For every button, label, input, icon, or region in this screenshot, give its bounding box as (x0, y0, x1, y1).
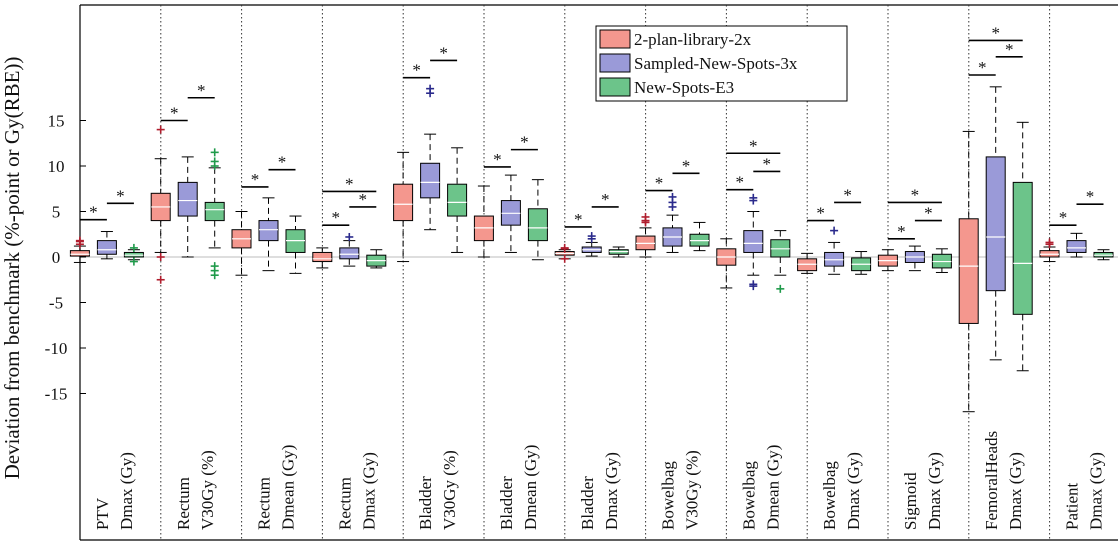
box-iqr (447, 183, 468, 217)
significance-marker: * (332, 208, 341, 227)
box-iqr (312, 251, 333, 263)
significance-marker: * (991, 23, 1000, 42)
y-tick-label: 0 (52, 248, 61, 267)
y-tick-label: 5 (52, 203, 61, 222)
category-label-line1: Patient (1063, 483, 1082, 530)
significance-marker: * (1086, 187, 1095, 206)
significance-marker: * (412, 61, 421, 80)
box-iqr (1066, 240, 1087, 253)
category-label-line1: Bladder (416, 476, 435, 530)
box-iqr (985, 156, 1006, 292)
y-tick-label: -15 (45, 385, 68, 404)
significance-marker: * (116, 186, 125, 205)
category-label-line2: V30Gy (%) (198, 450, 217, 530)
y-axis-label: Deviation from benchmark (%-point or Gy(… (0, 57, 24, 480)
category-label-line1: PTV (93, 497, 112, 530)
significance-marker: * (170, 104, 179, 123)
y-tick-label: 10 (48, 157, 65, 176)
box-iqr (339, 247, 360, 260)
y-tick-label: -10 (45, 339, 68, 358)
category-label-line1: Rectum (255, 477, 274, 530)
category-label-line1: Bladder (578, 476, 597, 530)
significance-marker: * (251, 170, 260, 189)
legend-label: 2-plan-library-2x (634, 30, 752, 49)
significance-marker: * (601, 190, 610, 209)
category-label-line1: Bowelbag (659, 461, 678, 530)
significance-marker: * (978, 58, 987, 77)
category-label-line2: Dmax (Gy) (925, 452, 944, 530)
category-label-line1: FemoralHeads (982, 431, 1001, 530)
box-iqr (96, 240, 117, 255)
significance-marker: * (816, 204, 825, 223)
category-label-line2: Dmax (Gy) (1087, 452, 1106, 530)
box-iqr (527, 208, 548, 242)
significance-marker: * (763, 154, 772, 173)
box-iqr (743, 230, 764, 253)
legend-swatch (599, 53, 631, 73)
category-label-line1: Bowelbag (739, 461, 758, 530)
category-label-line1: Rectum (335, 477, 354, 530)
significance-marker: * (359, 190, 368, 209)
significance-marker: * (1005, 40, 1014, 59)
significance-marker: * (749, 136, 758, 155)
box-iqr (69, 250, 90, 257)
significance-marker: * (843, 185, 852, 204)
legend-swatch (599, 77, 631, 97)
category-label-line1: Sigmoid (901, 472, 920, 530)
category-label-line2: Dmean (Gy) (763, 445, 782, 530)
category-label-line2: Dmean (Gy) (279, 445, 298, 530)
category-label-line1: Rectum (174, 477, 193, 530)
significance-marker: * (911, 185, 920, 204)
category-label-line2: Dmax (Gy) (117, 452, 136, 530)
significance-marker: * (197, 81, 206, 100)
legend-box (595, 25, 848, 102)
category-label-line2: V30Gy (%) (683, 450, 702, 530)
y-tick-label: -5 (49, 294, 63, 313)
category-label-line1: Bowelbag (820, 461, 839, 530)
legend-label: New-Spots-E3 (634, 78, 734, 97)
box-iqr (258, 220, 279, 242)
category-label-line2: Dmax (Gy) (359, 452, 378, 530)
significance-marker: * (897, 222, 906, 241)
box-iqr (177, 181, 198, 217)
significance-marker: * (682, 156, 691, 175)
legend-swatch (599, 29, 631, 49)
significance-marker: * (924, 204, 933, 223)
significance-marker: * (655, 174, 664, 193)
significance-marker: * (520, 133, 529, 152)
significance-marker: * (1059, 208, 1068, 227)
significance-marker: * (439, 43, 448, 62)
box-iqr (204, 201, 225, 222)
category-label-line2: Dmean (Gy) (521, 445, 540, 530)
significance-marker: * (493, 150, 502, 169)
category-label-line1: Bladder (497, 476, 516, 530)
box-iqr (958, 218, 979, 324)
y-tick-label: 15 (48, 112, 65, 131)
category-label-line2: Dmax (Gy) (602, 452, 621, 530)
legend-label: Sampled-New-Spots-3x (634, 54, 798, 73)
box-iqr (1012, 181, 1033, 315)
category-label-line2: Dmax (Gy) (1006, 452, 1025, 530)
box-iqr (393, 183, 414, 222)
significance-marker: * (574, 210, 583, 229)
box-iqr (420, 162, 441, 199)
category-label-line2: V30Gy (%) (440, 450, 459, 530)
significance-marker: * (345, 174, 354, 193)
category-label-line2: Dmax (Gy) (844, 452, 863, 530)
significance-marker: * (278, 153, 287, 172)
significance-marker: * (736, 173, 745, 192)
significance-marker: * (89, 203, 98, 222)
